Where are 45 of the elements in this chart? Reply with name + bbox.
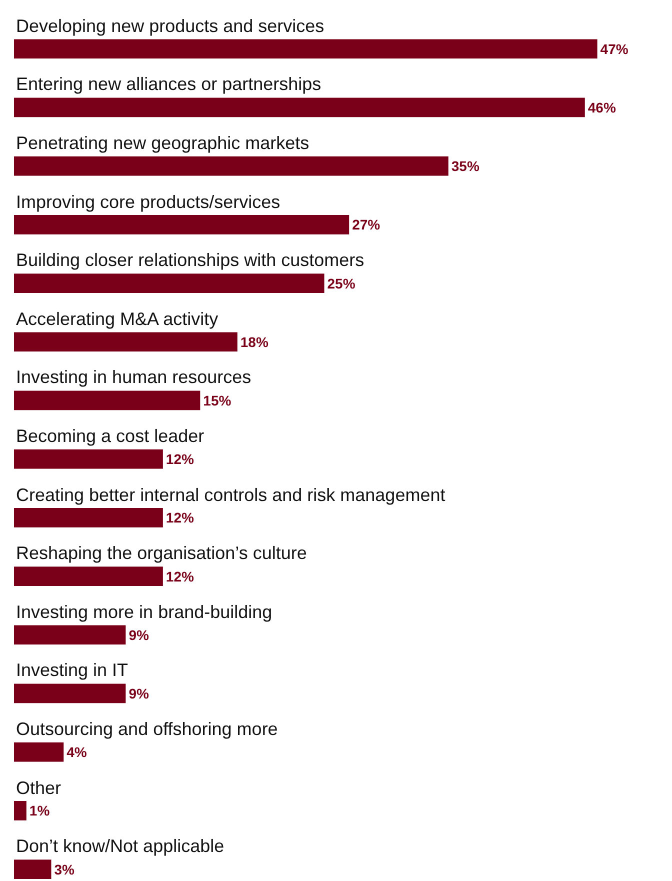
data-label: 15% — [203, 392, 232, 408]
bar — [14, 215, 350, 234]
bar — [14, 332, 238, 352]
y-tick-label: Penetrating new geographic markets — [16, 133, 310, 153]
data-label: 9% — [128, 626, 150, 643]
bar — [14, 156, 448, 176]
data-label: 46% — [588, 99, 616, 116]
y-tick-label: Investing in IT — [16, 660, 128, 680]
data-label: 12% — [166, 451, 194, 468]
bar — [14, 274, 324, 293]
y-tick-label: Don’t know/Not applicable — [16, 836, 224, 856]
y-tick-label: Developing new products and services — [16, 16, 324, 36]
y-tick-label: Reshaping the organisation’s culture — [16, 543, 307, 563]
y-tick-label: Creating better internal controls and risk management — [16, 485, 446, 505]
y-tick-label: Investing more in brand-building — [16, 602, 272, 622]
data-label: 3% — [54, 861, 76, 878]
bar — [14, 684, 126, 704]
bar — [14, 625, 126, 645]
data-label: 9% — [128, 685, 150, 702]
data-label: 27% — [352, 216, 381, 233]
data-label: 25% — [327, 275, 356, 292]
data-label: 18% — [240, 334, 269, 350]
y-tick-label: Investing in human resources — [16, 367, 252, 387]
data-label: 12% — [166, 568, 194, 584]
bar — [14, 39, 598, 59]
bar — [14, 860, 52, 879]
data-label: 1% — [29, 802, 50, 819]
y-tick-label: Becoming a cost leader — [16, 426, 204, 446]
y-tick-label: Accelerating M&A activity — [16, 309, 218, 329]
bar — [14, 98, 585, 118]
y-tick-label: Other — [16, 778, 62, 798]
bar — [14, 801, 26, 820]
bar — [14, 390, 200, 410]
y-tick-label: Improving core products/services — [16, 192, 280, 212]
bar — [14, 566, 163, 586]
data-label: 4% — [66, 744, 88, 760]
data-label: 47% — [600, 40, 629, 57]
y-tick-label: Entering new alliances or partnerships — [16, 74, 322, 94]
y-tick-label: Outsourcing and offshoring more — [16, 719, 278, 739]
bar — [14, 449, 163, 469]
bar — [14, 508, 163, 528]
bar — [14, 742, 64, 762]
data-label: 12% — [166, 510, 194, 526]
data-label: 35% — [451, 158, 480, 174]
y-tick-label: Building closer relationships with customers — [16, 250, 364, 270]
